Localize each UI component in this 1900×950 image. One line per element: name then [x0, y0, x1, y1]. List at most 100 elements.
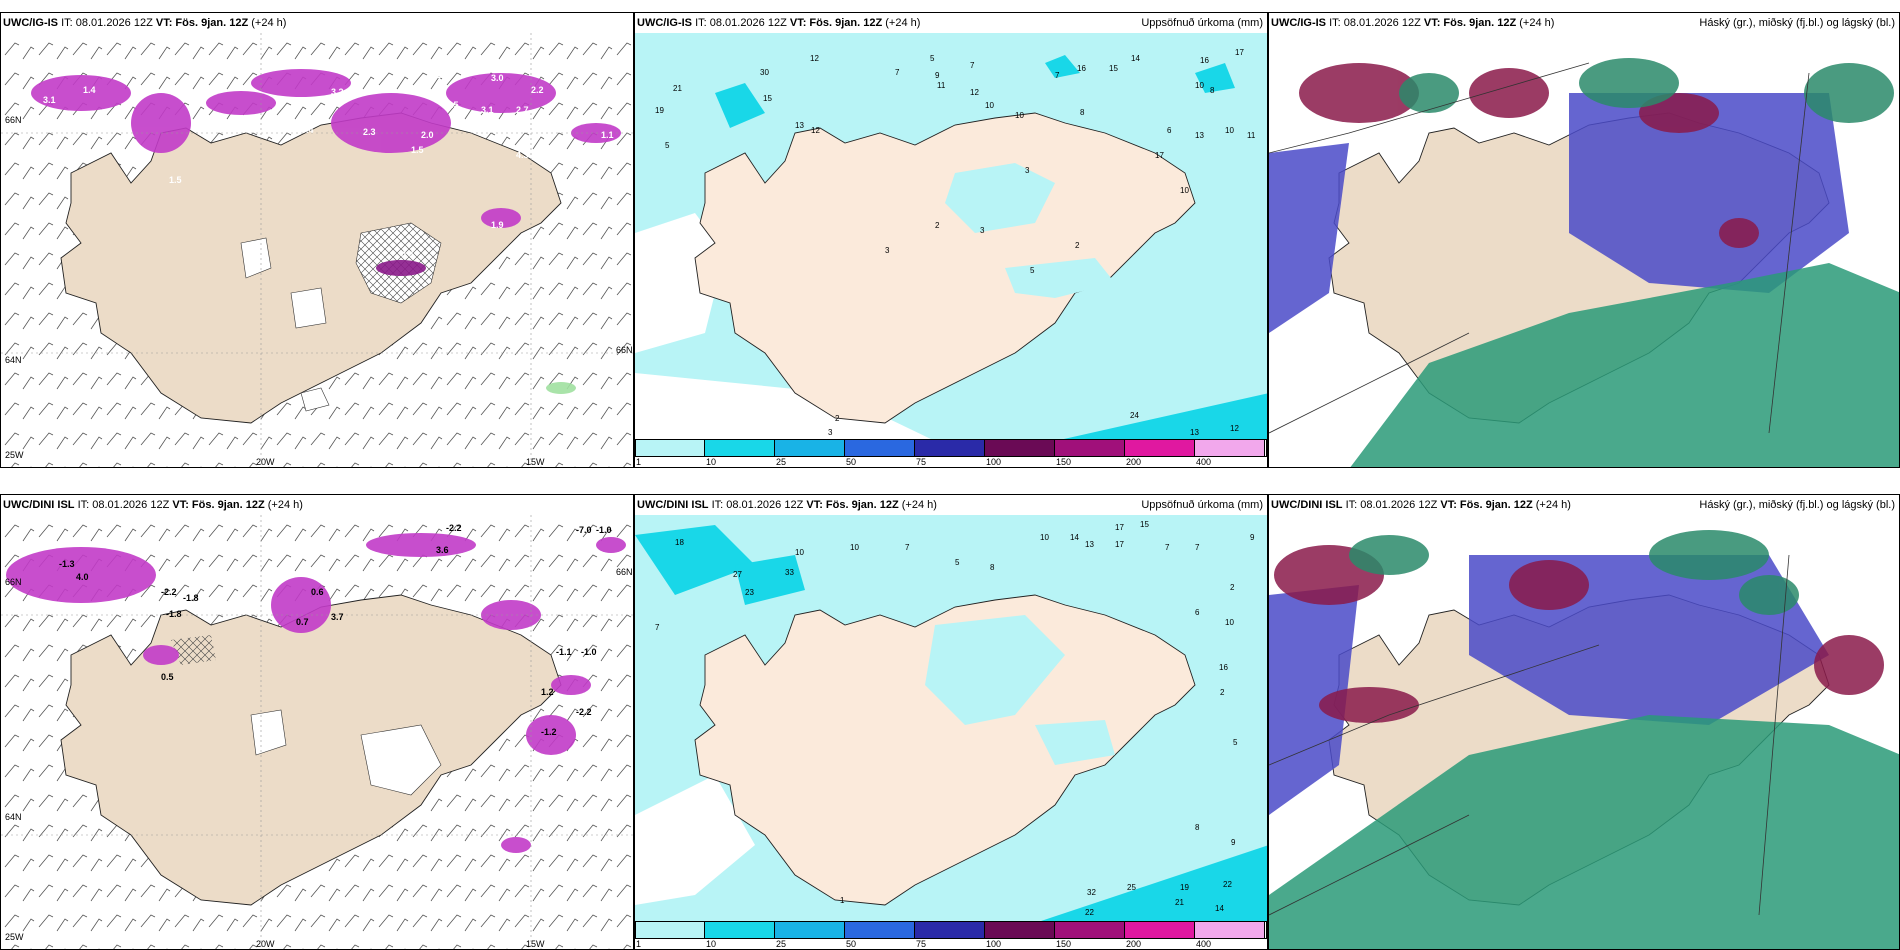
colorbar-swatch	[635, 439, 705, 457]
precip-value: 3	[1025, 166, 1030, 175]
temp-value: -1.3	[59, 559, 75, 569]
lead-time: (+24 h)	[885, 17, 921, 29]
precip-value: 13	[1195, 131, 1204, 140]
iceland-land	[60, 594, 562, 906]
temp-value: 2.0	[421, 130, 434, 140]
temp-value: -1.0	[581, 647, 597, 657]
precip-value: 10	[1180, 186, 1189, 195]
initial-time: IT: 08.01.2026 12Z	[695, 17, 787, 29]
precip-value: 19	[655, 106, 664, 115]
colorbar-swatch	[1055, 439, 1125, 457]
temperature-shading	[6, 533, 626, 853]
colorbar-label: 100	[986, 939, 1002, 949]
model-name: UWC/IG-IS	[1271, 17, 1326, 29]
temperature-shading	[31, 69, 621, 394]
precip-value: 12	[970, 88, 979, 97]
panel-header: UWC/IG-IS IT: 08.01.2026 12Z VT: Fös. 9j…	[1269, 13, 1899, 33]
temp-value: 3.6	[436, 545, 449, 555]
precipitation-colorbar: 1 10 25 50 75 100 150 200 400	[635, 439, 1267, 467]
colorbar-label: 200	[1126, 457, 1142, 467]
precip-value: 33	[785, 568, 794, 577]
precip-value: 13	[1190, 428, 1199, 437]
colorbar-swatch	[845, 439, 915, 457]
precip-value: 13	[795, 121, 804, 130]
precip-value: 22	[1085, 908, 1094, 917]
model-name: UWC/DINI ISL	[3, 499, 75, 511]
precip-value: 10	[1015, 111, 1024, 120]
cloud-mid	[1274, 545, 1884, 723]
temperature-map: 20W 15W 25W 66N 64N 66N 3.1 1.4 2.9 3.0 …	[1, 33, 633, 467]
lat-label-right-66n: 66N	[616, 567, 633, 577]
valid-time: VT: Fös. 9jan. 12Z	[1440, 499, 1533, 511]
precip-value: 24	[1130, 411, 1139, 420]
temp-value: 3.1	[481, 105, 494, 115]
temp-value: 3.1	[43, 95, 56, 105]
precip-value: 14	[1070, 533, 1079, 542]
lat-label-66n: 66N	[5, 115, 22, 125]
temp-value: -2.2	[576, 707, 592, 717]
grid-lines	[1, 33, 633, 467]
initial-time: IT: 08.01.2026 12Z	[1329, 17, 1421, 29]
valid-time: VT: Fös. 9jan. 12Z	[172, 499, 265, 511]
precip-value: 1	[840, 896, 845, 905]
panel-ig-cloud-cover: UWC/IG-IS IT: 08.01.2026 12Z VT: Fös. 9j…	[1268, 12, 1900, 468]
temp-value: 0.6	[311, 587, 324, 597]
precip-value: 2	[1075, 241, 1080, 250]
temp-value: -2.2	[446, 523, 462, 533]
precip-value: 14	[1131, 54, 1140, 63]
precip-value: 23	[745, 588, 754, 597]
colorbar-label: 25	[776, 939, 787, 949]
temp-value: 0.4	[401, 250, 414, 260]
colorbar-swatch	[915, 439, 985, 457]
lat-label-66n: 66N	[5, 577, 22, 587]
colorbar-label: 400	[1196, 939, 1212, 949]
temp-value: -7.0	[576, 525, 592, 535]
precip-value: 17	[1235, 48, 1244, 57]
precip-value: 9	[935, 71, 940, 80]
precip-value: 10	[985, 101, 994, 110]
grid-lines	[1, 515, 633, 949]
panel-dini-precipitation: UWC/DINI ISL IT: 08.01.2026 12Z VT: Fös.…	[634, 494, 1268, 950]
colorbar-label: 50	[846, 457, 857, 467]
corner-label-25w: 25W	[5, 450, 24, 460]
precip-value: 11	[1247, 131, 1256, 140]
temp-value: 0.5	[161, 672, 174, 682]
colorbar-label: 1	[636, 457, 642, 467]
colorbar-swatch	[915, 921, 985, 939]
corner-label-25w: 25W	[5, 932, 24, 942]
colorbar-label: 150	[1056, 939, 1072, 949]
panel-header: UWC/DINI ISL IT: 08.01.2026 12Z VT: Fös.…	[1, 495, 633, 515]
model-name: UWC/IG-IS	[637, 17, 692, 29]
precip-value: 9	[1250, 533, 1255, 542]
colorbar-swatch	[1195, 921, 1265, 939]
precip-value: 10	[1225, 126, 1234, 135]
iceland-land	[694, 112, 1196, 424]
precip-value: 8	[1195, 823, 1200, 832]
colorbar-label: 10	[706, 939, 717, 949]
valid-time: VT: Fös. 9jan. 12Z	[1423, 17, 1517, 29]
precip-value: 18	[675, 538, 684, 547]
model-name: UWC/DINI ISL	[1271, 499, 1343, 511]
temp-value: 2.7	[516, 105, 529, 115]
temp-value: -1.0	[596, 525, 612, 535]
precip-value: 8	[1080, 108, 1085, 117]
temperature-map: 20W 15W 25W 66N 64N 66N -1.3 4.0 -2.2 -1…	[1, 515, 633, 949]
precip-value: 9	[1231, 838, 1236, 847]
precip-value: 21	[1175, 898, 1184, 907]
panel-dini-cloud-cover: UWC/DINI ISL IT: 08.01.2026 12Z VT: Fös.…	[1268, 494, 1900, 950]
colorbar-label: 25	[776, 457, 787, 467]
temp-value: 2.3	[363, 127, 376, 137]
temp-value: 3.2	[331, 87, 344, 97]
precip-value: 2	[935, 221, 940, 230]
colorbar-swatch	[705, 439, 775, 457]
temp-value: 1.5	[169, 175, 182, 185]
panel-header: UWC/IG-IS IT: 08.01.2026 12Z VT: Fös. 9j…	[1, 13, 633, 33]
lon-label-20w: 20W	[256, 457, 275, 467]
precipitation-map: 18 10 27 33 23 7 10 7 5 8 10 14 17 15 13…	[635, 515, 1267, 923]
lead-time: (+24 h)	[267, 499, 303, 511]
colorbar-swatch	[845, 921, 915, 939]
colorbar-swatch	[1125, 921, 1195, 939]
colorbar-swatch	[705, 921, 775, 939]
precip-value: 7	[905, 543, 910, 552]
initial-time: IT: 08.01.2026 12Z	[711, 499, 804, 511]
